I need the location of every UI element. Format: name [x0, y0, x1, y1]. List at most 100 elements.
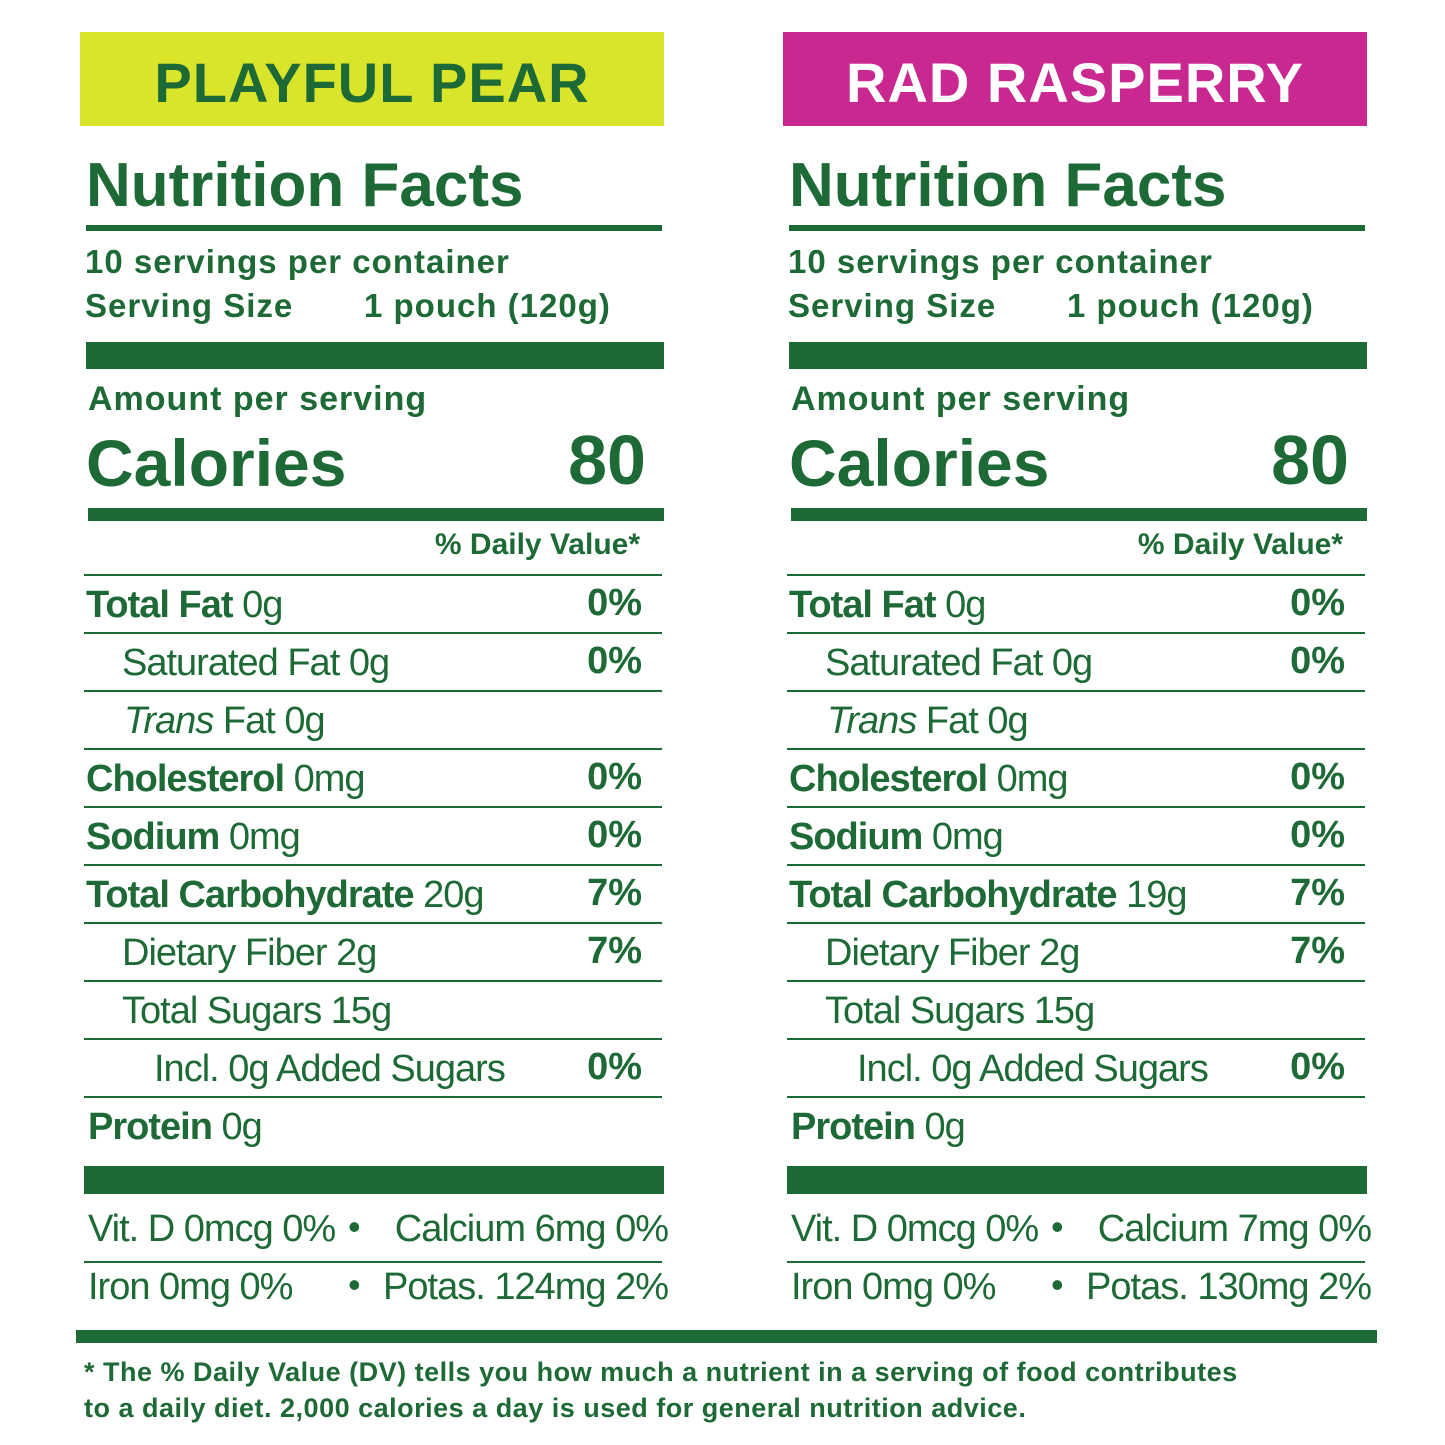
- rule: [787, 1038, 1365, 1040]
- vitamin: Potas. 124mg 2%: [383, 1266, 669, 1308]
- rule: [787, 922, 1365, 924]
- amount-per-serving: Amount per serving: [88, 380, 428, 418]
- nutrient-name: Fat: [925, 700, 979, 742]
- daily-value: 0%: [587, 814, 642, 856]
- vitamin: Iron 0mg 0%: [791, 1266, 996, 1308]
- thick-bar: [789, 342, 1367, 369]
- nutrient-name: Fat: [222, 700, 276, 742]
- rule: [787, 980, 1365, 982]
- flavor-name: RAD RASPERRY: [846, 51, 1304, 114]
- nutrient-text: Total Fat 0g: [789, 584, 986, 627]
- title: Nutrition Facts: [789, 151, 1227, 220]
- nutrient-amount: 15g: [330, 990, 392, 1032]
- nutrient-text: Saturated Fat 0g: [122, 642, 390, 685]
- thick-bar: [84, 1166, 664, 1194]
- bullet: •: [1051, 1206, 1064, 1247]
- nutrient-text: Sodium 0mg: [86, 816, 301, 859]
- nutrient-row: Saturated Fat 0g 0%: [84, 632, 662, 692]
- thick-bar: [787, 1166, 1367, 1194]
- daily-value: 7%: [1290, 872, 1345, 914]
- nutrient-amount: 0g: [945, 584, 986, 626]
- rule: [787, 632, 1365, 634]
- bar: [88, 508, 664, 521]
- flavor-banner: RAD RASPERRY: [783, 32, 1367, 126]
- nutrient-name: Dietary Fiber: [122, 932, 327, 974]
- vitamin: Vit. D 0mcg 0%: [791, 1208, 1039, 1250]
- rule: [84, 806, 662, 808]
- rule: [787, 806, 1365, 808]
- nutrient-amount: 0g: [242, 584, 283, 626]
- calories-value: 80: [1271, 421, 1349, 499]
- bar: [791, 508, 1367, 521]
- nutrient-amount: 0g: [987, 700, 1028, 742]
- vitamin: Iron 0mg 0%: [88, 1266, 293, 1308]
- nutrient-amount: 20g: [423, 874, 484, 916]
- nutrition-panel: RAD RASPERRY Nutrition Facts 10 servings p…: [783, 0, 1373, 1330]
- rule: [787, 1096, 1365, 1098]
- nutrient-row: Total Sugars 15g: [84, 980, 662, 1040]
- nutrient-amount: 0mg: [228, 816, 301, 858]
- rule: [84, 922, 662, 924]
- bullet: •: [348, 1264, 361, 1305]
- serving-size: 1 pouch (120g): [364, 287, 611, 324]
- nutrient-name: Total Sugars: [122, 990, 322, 1032]
- nutrient-text: Dietary Fiber 2g: [825, 932, 1080, 975]
- nutrient-row: Protein 0g: [84, 1096, 662, 1156]
- rule: [787, 864, 1365, 866]
- nutrient-name: Incl. 0g Added Sugars: [857, 1048, 1209, 1090]
- nutrient-name: Total Fat: [789, 584, 937, 626]
- nutrient-text: Total Fat 0g: [86, 584, 283, 627]
- nutrient-row: Total Carbohydrate 19g 7%: [787, 864, 1365, 924]
- daily-value: 7%: [587, 930, 642, 972]
- nutrient-amount: 15g: [1033, 990, 1095, 1032]
- nutrient-row: Cholesterol 0mg 0%: [84, 748, 662, 808]
- daily-value: 0%: [1290, 640, 1345, 682]
- nutrient-amount: 2g: [336, 932, 377, 974]
- amount-per-serving: Amount per serving: [791, 380, 1131, 418]
- serving-size: 1 pouch (120g): [1067, 287, 1314, 324]
- serving-size-label: Serving Size: [85, 287, 294, 324]
- nutrient-text: Incl. 0g Added Sugars: [857, 1048, 1209, 1091]
- nutrient-name: Incl. 0g Added Sugars: [154, 1048, 506, 1090]
- nutrient-text: Protein 0g: [88, 1106, 263, 1149]
- nutrient-amount: 0g: [348, 642, 390, 684]
- footnote: to a daily diet. 2,000 calories a day is…: [84, 1393, 1027, 1423]
- nutrient-text: Trans Fat 0g: [124, 700, 326, 743]
- daily-value: 0%: [1290, 582, 1345, 624]
- nutrient-amount: 0g: [284, 700, 325, 742]
- daily-value: 0%: [587, 1046, 642, 1088]
- flavor-name: PLAYFUL PEAR: [154, 51, 590, 114]
- nutrient-amount: 0mg: [293, 758, 366, 800]
- nutrient-amount: 0mg: [996, 758, 1069, 800]
- nutrient-text: Saturated Fat 0g: [825, 642, 1093, 685]
- rule: [787, 690, 1365, 692]
- rule: [787, 1261, 1365, 1263]
- nutrient-text: Trans Fat 0g: [827, 700, 1029, 743]
- nutrient-amount: 0mg: [931, 816, 1004, 858]
- nutrient-row: Dietary Fiber 2g 7%: [787, 922, 1365, 982]
- rule: [787, 574, 1365, 576]
- daily-value: 0%: [1290, 814, 1345, 856]
- nutrient-name: Sodium: [86, 816, 220, 858]
- nutrient-text: Dietary Fiber 2g: [122, 932, 377, 975]
- rule: [84, 574, 662, 576]
- rule: [789, 225, 1365, 231]
- nutrient-name: Protein: [791, 1106, 916, 1148]
- calories-label: Calories: [789, 426, 1050, 500]
- nutrient-row: Total Fat 0g 0%: [787, 576, 1365, 634]
- nutrient-row: Protein 0g: [787, 1096, 1365, 1156]
- vitamin: Potas. 130mg 2%: [1086, 1266, 1372, 1308]
- nutrient-name: Dietary Fiber: [825, 932, 1030, 974]
- nutrient-italic: Trans: [124, 700, 214, 742]
- rule: [84, 690, 662, 692]
- rule: [787, 748, 1365, 750]
- daily-value: 0%: [1290, 756, 1345, 798]
- calories-label: Calories: [86, 426, 347, 500]
- nutrient-row: Total Carbohydrate 20g 7%: [84, 864, 662, 924]
- dv-header: % Daily Value*: [434, 528, 640, 561]
- daily-value: 0%: [587, 756, 642, 798]
- nutrient-name: Total Sugars: [825, 990, 1025, 1032]
- nutrient-text: Total Carbohydrate 20g: [86, 874, 485, 917]
- serving-size-label: Serving Size: [788, 287, 997, 324]
